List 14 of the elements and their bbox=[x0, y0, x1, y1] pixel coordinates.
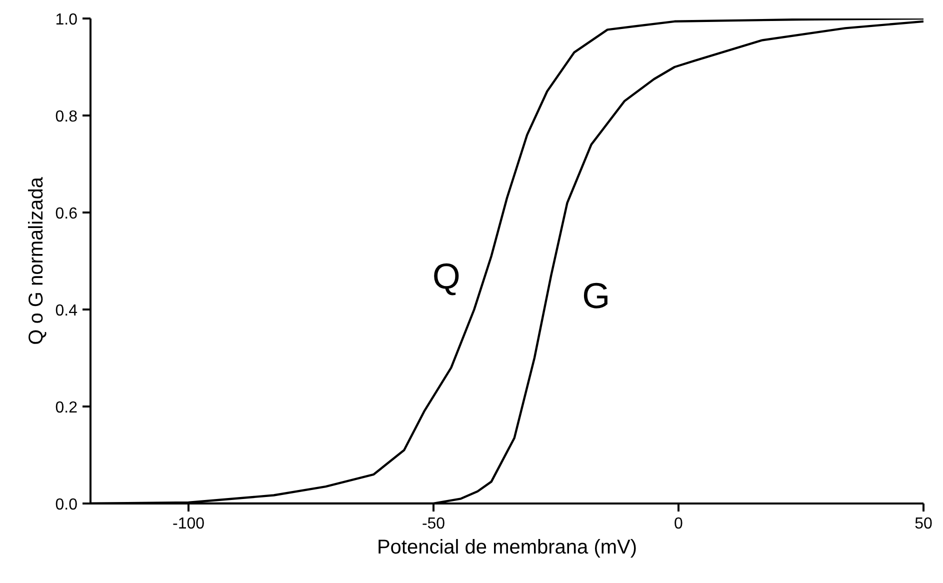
x-axis-title: Potencial de membrana (mV) bbox=[376, 536, 638, 558]
y-tick-label: 1.0 bbox=[55, 12, 78, 28]
x-tick-label: 50 bbox=[914, 516, 932, 532]
series-label: G bbox=[582, 275, 610, 316]
x-tick-label: 0 bbox=[674, 516, 684, 532]
series-label: Q bbox=[432, 256, 460, 297]
y-axis-title: Q o G normalizada bbox=[25, 176, 48, 345]
y-tick-label: 0.4 bbox=[55, 302, 78, 320]
y-tick-label: 0.2 bbox=[55, 400, 78, 416]
y-tick-label: 0.6 bbox=[55, 206, 78, 222]
x-tick-label: -50 bbox=[422, 516, 446, 532]
y-tick-label: 0.0 bbox=[55, 496, 78, 514]
x-tick-label: -100 bbox=[172, 516, 205, 532]
y-tick-label: 0.8 bbox=[55, 108, 78, 126]
